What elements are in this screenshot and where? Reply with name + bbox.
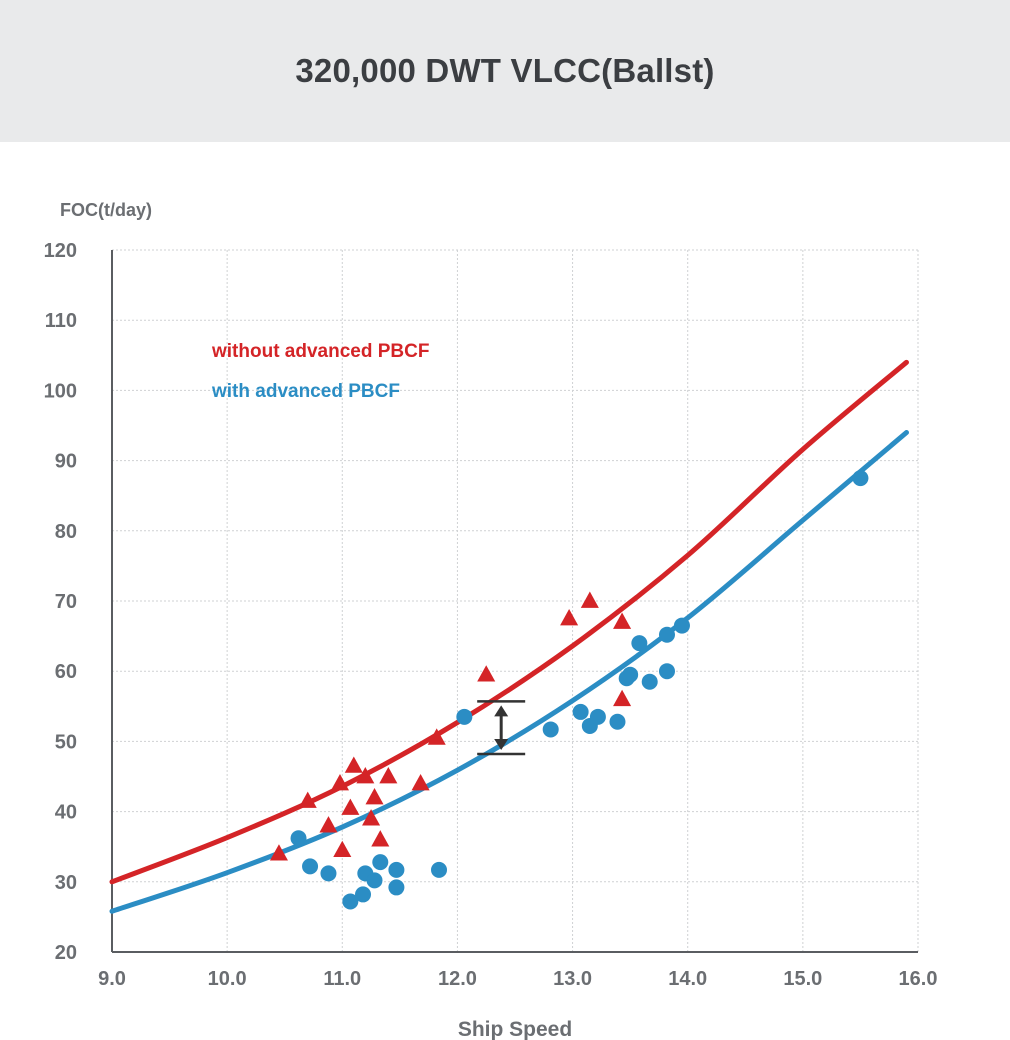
fit-curve-with-pbcf: [109, 430, 909, 914]
circle-marker: [542, 721, 559, 738]
triangle-marker: [580, 591, 599, 608]
circle-marker: [456, 708, 473, 725]
difference-annotation: [477, 700, 526, 756]
x-tick-label: 16.0: [899, 968, 938, 990]
triangle-marker: [298, 791, 317, 808]
circle-marker: [366, 872, 383, 889]
legend-label-without: without advanced PBCF: [211, 341, 429, 362]
fit-curves: [109, 359, 909, 914]
x-tick-label: 10.0: [208, 968, 247, 990]
x-axis-title: Ship Speed: [458, 1018, 572, 1040]
triangle-marker: [362, 809, 381, 826]
triangle-marker: [356, 767, 375, 784]
grid: [112, 249, 919, 952]
circle-marker: [631, 635, 648, 652]
x-tick-label: 14.0: [668, 968, 707, 990]
triangle-marker: [319, 816, 338, 833]
axes: [111, 250, 918, 953]
triangle-marker: [613, 612, 632, 629]
triangle-marker: [330, 774, 350, 791]
circle-marker: [302, 858, 319, 875]
y-tick-label: 40: [55, 802, 77, 824]
y-tick-label: 120: [44, 240, 77, 262]
arrow-down-icon: [494, 739, 509, 751]
y-axis-title: FOC(t/day): [60, 200, 152, 220]
circle-marker: [342, 893, 359, 910]
y-tick-label: 80: [55, 521, 77, 543]
x-tick-label: 12.0: [438, 968, 477, 990]
legend-label-with: with advanced PBCF: [211, 381, 400, 402]
circle-marker: [388, 861, 405, 878]
triangle-marker: [341, 798, 360, 815]
y-tick-label: 60: [55, 661, 77, 683]
chart-header: 320,000 DWT VLCC(Ballst): [0, 0, 1010, 142]
circle-marker: [658, 626, 675, 643]
y-tick-label: 110: [45, 310, 77, 332]
y-tick-label: 70: [55, 591, 77, 613]
arrow-up-icon: [494, 705, 509, 717]
triangle-marker: [371, 830, 390, 847]
y-tick-label: 20: [55, 942, 77, 964]
circle-marker: [431, 861, 448, 878]
triangle-marker: [411, 774, 430, 791]
circle-marker: [852, 470, 869, 487]
triangle-marker: [344, 756, 363, 773]
y-tick-label: 90: [55, 451, 77, 473]
circle-marker: [609, 713, 626, 730]
triangle-marker: [333, 840, 352, 858]
triangle-marker: [477, 665, 496, 682]
y-tick-label: 100: [44, 380, 77, 402]
circle-marker: [355, 886, 372, 903]
circle-marker: [320, 865, 337, 882]
circle-marker: [388, 879, 405, 896]
triangle-marker: [427, 728, 446, 745]
triangle-marker: [269, 844, 288, 861]
circle-marker: [589, 708, 606, 725]
triangle-marker: [365, 788, 384, 805]
circle-marker: [673, 617, 690, 634]
circle-marker: [658, 663, 675, 680]
y-tick-label: 30: [55, 872, 77, 894]
chart-title: 320,000 DWT VLCC(Ballst): [295, 52, 715, 89]
circle-marker: [641, 673, 658, 690]
x-tick-label: 15.0: [783, 968, 822, 990]
circle-marker: [290, 830, 307, 847]
triangle-marker: [379, 767, 398, 784]
circle-marker: [572, 703, 589, 720]
foc-scatter-chart: 20 30 40 50 60 70 80 90 100 110 120 9.0 10.0 11.0 12.0…: [44, 200, 938, 1040]
x-tick-label: 11.0: [323, 968, 361, 990]
x-tick-label: 9.0: [98, 968, 126, 990]
y-tick-label: 50: [55, 731, 77, 753]
circle-marker: [372, 854, 389, 871]
triangle-marker: [613, 689, 632, 707]
data-points: [269, 470, 869, 910]
triangle-marker: [560, 609, 579, 626]
x-tick-label: 13.0: [553, 968, 592, 990]
fit-curve-without-pbcf: [109, 359, 909, 885]
labels: 20 30 40 50 60 70 80 90 100 110 120 9.0 10.0 11.0 12.0…: [44, 200, 938, 1040]
circle-marker: [622, 666, 639, 683]
